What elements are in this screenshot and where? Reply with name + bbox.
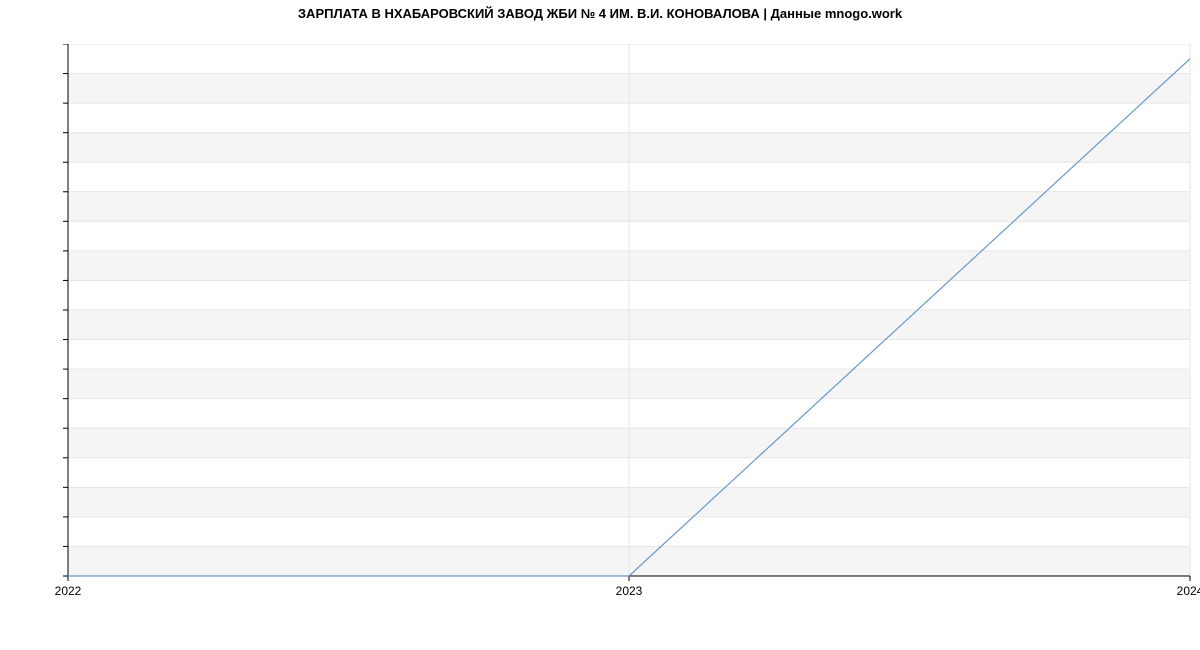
x-tick-label: 2024 bbox=[1177, 584, 1200, 598]
chart-title: ЗАРПЛАТА В НХАБАРОВСКИЙ ЗАВОД ЖБИ № 4 ИМ… bbox=[0, 6, 1200, 21]
x-tick-label: 2023 bbox=[616, 584, 643, 598]
x-tick-label: 2022 bbox=[55, 584, 82, 598]
chart-plot bbox=[62, 44, 1191, 586]
chart-container: ЗАРПЛАТА В НХАБАРОВСКИЙ ЗАВОД ЖБИ № 4 ИМ… bbox=[0, 0, 1200, 650]
